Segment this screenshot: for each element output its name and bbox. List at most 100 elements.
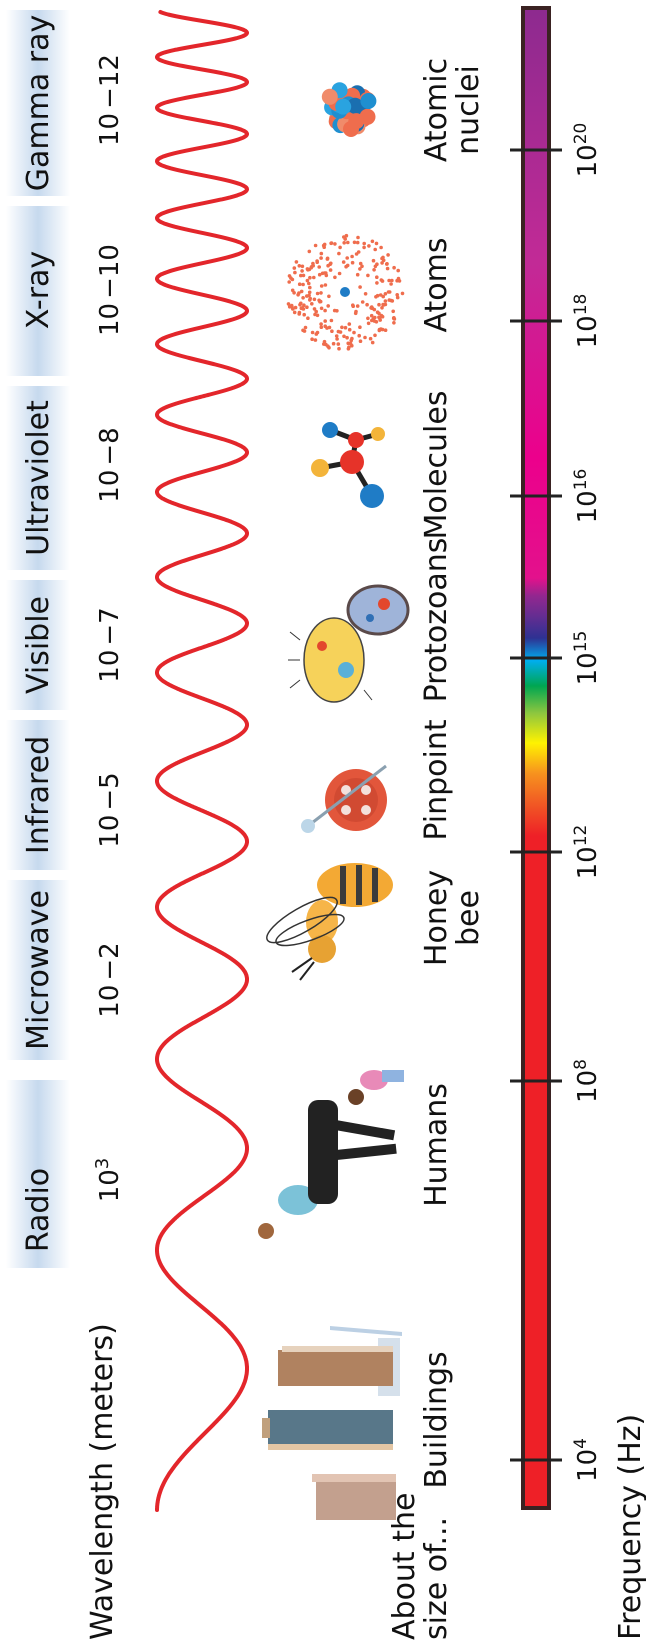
electron-dot <box>329 241 333 246</box>
electron-dot <box>303 325 308 330</box>
electron-dot <box>369 305 374 309</box>
electron-dot <box>381 302 385 307</box>
electron-dot <box>336 342 341 346</box>
electron-dot <box>293 305 298 310</box>
electron-dot <box>347 327 352 332</box>
electron-dot <box>319 325 324 330</box>
electron-dot <box>389 298 394 303</box>
electron-dot <box>305 294 309 298</box>
electron-dot <box>301 273 306 278</box>
electron-dot <box>289 303 294 308</box>
electron-dot <box>333 275 337 280</box>
frequency-tick-label: 1012 <box>571 825 603 880</box>
band-header: Radio Microwave Infrared Visible Ultravi… <box>6 10 70 1268</box>
electron-dot <box>319 322 323 326</box>
size-label-nuclei: nuclei <box>451 65 486 155</box>
size-label-humans: Humans <box>419 1083 454 1207</box>
electron-dot <box>311 261 315 266</box>
electron-dot <box>352 240 357 245</box>
electron-dot <box>352 330 356 335</box>
size-label-bee: bee <box>451 890 486 946</box>
electron-dot <box>372 268 376 272</box>
frequency-tick-label: 104 <box>571 1438 603 1482</box>
electron-dot <box>374 241 379 246</box>
electron-dot <box>314 332 319 336</box>
electron-dot <box>375 281 379 285</box>
electron-dot <box>305 278 310 283</box>
electron-dot <box>308 285 312 290</box>
wavelength-value-x-ray: 10−10 <box>95 244 125 336</box>
electron-dot <box>357 333 362 338</box>
electron-dot <box>327 345 331 350</box>
spectrum-bar <box>521 6 551 1510</box>
frequency-ticks <box>510 148 562 1462</box>
band-microwave: Microwave <box>6 880 70 1060</box>
electron-dot <box>363 292 368 296</box>
frequency-tick-label: 1020 <box>571 123 603 178</box>
electron-dot <box>299 289 304 294</box>
band-name: Gamma ray <box>21 15 56 191</box>
electron-dot <box>367 244 371 248</box>
electron-dot <box>286 302 291 306</box>
electron-dot <box>319 256 323 260</box>
electron-dot <box>302 312 307 317</box>
electron-dot <box>351 304 356 309</box>
electron-dot <box>299 306 304 311</box>
electron-dot <box>335 337 339 341</box>
electron-dot <box>324 273 329 278</box>
electron-dot <box>323 324 328 329</box>
electron-dot <box>319 251 324 256</box>
wavelength-label: Wavelength (meters) <box>85 1323 120 1640</box>
nucleon <box>360 93 377 109</box>
electron-dot <box>326 263 330 268</box>
electron-dot <box>355 240 360 245</box>
electron-dot <box>392 316 396 320</box>
electron-dot <box>313 338 318 342</box>
frequency-tick-label: 1016 <box>571 469 603 524</box>
band-ultraviolet: Ultraviolet <box>6 386 70 570</box>
electron-dot <box>380 306 384 310</box>
wave-line <box>155 10 249 1512</box>
nucleon <box>335 98 352 115</box>
electron-dot <box>387 278 391 283</box>
band-bg <box>6 880 70 1060</box>
pinpoint-icon <box>301 764 387 833</box>
electron-dot <box>342 241 347 245</box>
electron-dot <box>317 265 322 269</box>
electron-dot <box>366 321 371 326</box>
electron-dot <box>368 336 373 341</box>
band-infrared: Infrared <box>6 720 70 870</box>
about-size-label-line2: size of... <box>419 1517 454 1640</box>
electron-dot <box>385 266 390 271</box>
frequency-tick-labels: 104 108 1012 1015 1016 1018 1020 <box>571 123 603 1482</box>
band-name: Radio <box>21 1168 56 1252</box>
wavelength-value-visible: 10−7 <box>95 607 125 682</box>
electron-dot <box>378 293 383 297</box>
electron-dot <box>370 239 375 244</box>
electron-dot <box>317 272 322 277</box>
electron-dot <box>390 278 394 283</box>
band-bg <box>6 580 70 710</box>
electron-dot <box>293 270 297 275</box>
electron-dot <box>358 325 362 330</box>
electron-dot <box>319 306 324 311</box>
electron-dot <box>329 318 334 323</box>
electron-dot <box>373 264 378 269</box>
electron-dot <box>320 271 325 276</box>
band-x-ray: X-ray <box>6 206 70 376</box>
size-label-pinpoint: Pinpoint <box>419 719 454 841</box>
electron-dot <box>323 319 328 323</box>
electron-dot <box>342 235 346 239</box>
electron-dot <box>377 327 382 332</box>
band-name: Visible <box>21 596 56 694</box>
electron-dot <box>392 265 396 270</box>
band-radio: Radio <box>6 1080 70 1268</box>
electron-dot <box>297 312 302 316</box>
size-labels: Buildings Humans Honey bee Pinpoint Prot… <box>419 58 486 1489</box>
electron-dot <box>370 318 374 323</box>
electron-dot <box>297 264 302 268</box>
electron-dot <box>300 269 304 273</box>
electron-dot <box>308 275 312 280</box>
nucleon <box>321 88 338 105</box>
electron-dot <box>379 278 384 282</box>
